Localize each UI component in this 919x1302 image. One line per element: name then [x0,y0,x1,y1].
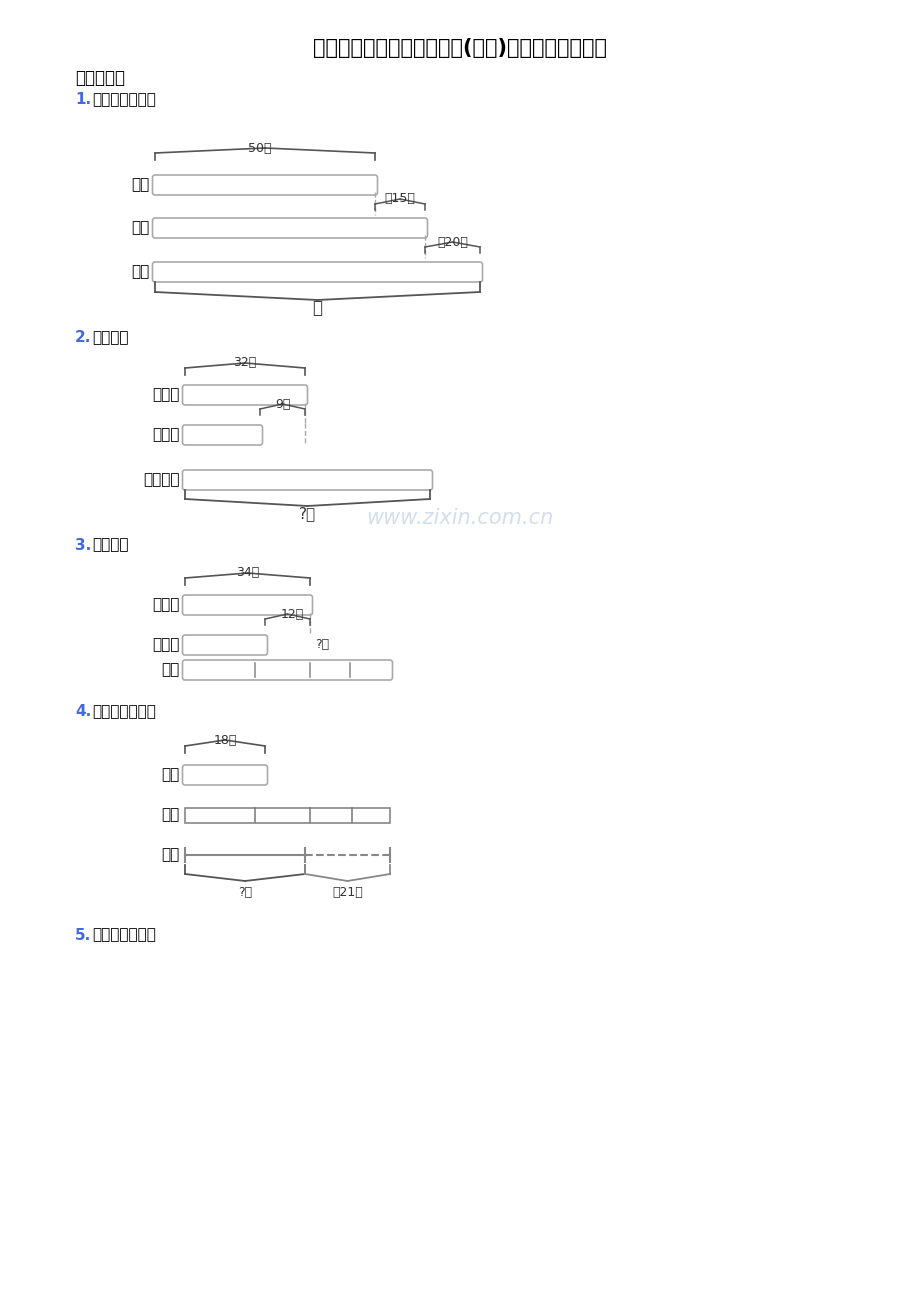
Text: 看图列式计算。: 看图列式计算。 [92,704,155,720]
Text: 看图列式解答。: 看图列式解答。 [92,927,155,943]
Text: 看图列式解答。: 看图列式解答。 [92,92,155,108]
Text: 康乃馨：: 康乃馨： [143,473,180,487]
Text: 2.: 2. [75,331,91,345]
Text: 1.: 1. [75,92,91,108]
Text: 百合：: 百合： [153,427,180,443]
FancyBboxPatch shape [153,262,482,283]
Text: 鸭：: 鸭： [162,663,180,677]
FancyBboxPatch shape [182,385,307,405]
Text: 排球: 排球 [131,220,150,236]
Text: 4.: 4. [75,704,91,720]
Text: ?只: ?只 [314,638,329,651]
Text: ？: ？ [312,299,323,316]
Text: www.zixin.com.cn: www.zixin.com.cn [366,508,553,529]
FancyBboxPatch shape [153,217,427,238]
Text: 灰兔: 灰兔 [162,807,180,823]
Text: ?只: ?只 [238,887,252,900]
Bar [185,807,390,823]
FancyBboxPatch shape [182,595,312,615]
Text: 12只: 12只 [280,608,304,621]
Text: 多20个: 多20个 [437,236,468,249]
Text: 篮球: 篮球 [131,177,150,193]
Text: 公鸡：: 公鸡： [153,598,180,612]
Text: 玫瑰：: 玫瑰： [153,388,180,402]
Text: 列算式。: 列算式。 [92,331,129,345]
Text: 少21只: 少21只 [332,887,362,900]
FancyBboxPatch shape [182,470,432,490]
FancyBboxPatch shape [182,424,262,445]
Text: 5.: 5. [75,927,91,943]
Text: 3.: 3. [75,538,91,552]
FancyBboxPatch shape [153,174,377,195]
Text: 34只: 34只 [235,566,259,579]
Text: 一、选择题: 一、选择题 [75,69,125,87]
FancyBboxPatch shape [182,766,267,785]
Text: 苏教版精选小学三年级数学(上册)应用题大全和答案: 苏教版精选小学三年级数学(上册)应用题大全和答案 [312,38,607,59]
FancyBboxPatch shape [182,635,267,655]
Text: 9朵: 9朵 [275,398,289,411]
Text: 18只: 18只 [213,734,236,747]
Text: 多15个: 多15个 [384,193,415,206]
FancyBboxPatch shape [182,660,392,680]
Text: 32朵: 32朵 [233,357,256,370]
Text: 母鸡：: 母鸡： [153,638,180,652]
Text: ?朵: ?朵 [299,506,316,522]
Text: 足球: 足球 [131,264,150,280]
Text: 白兔: 白兔 [162,767,180,783]
Text: 黑兔: 黑兔 [162,848,180,862]
Text: 列算式。: 列算式。 [92,538,129,552]
Text: 50个: 50个 [248,142,271,155]
